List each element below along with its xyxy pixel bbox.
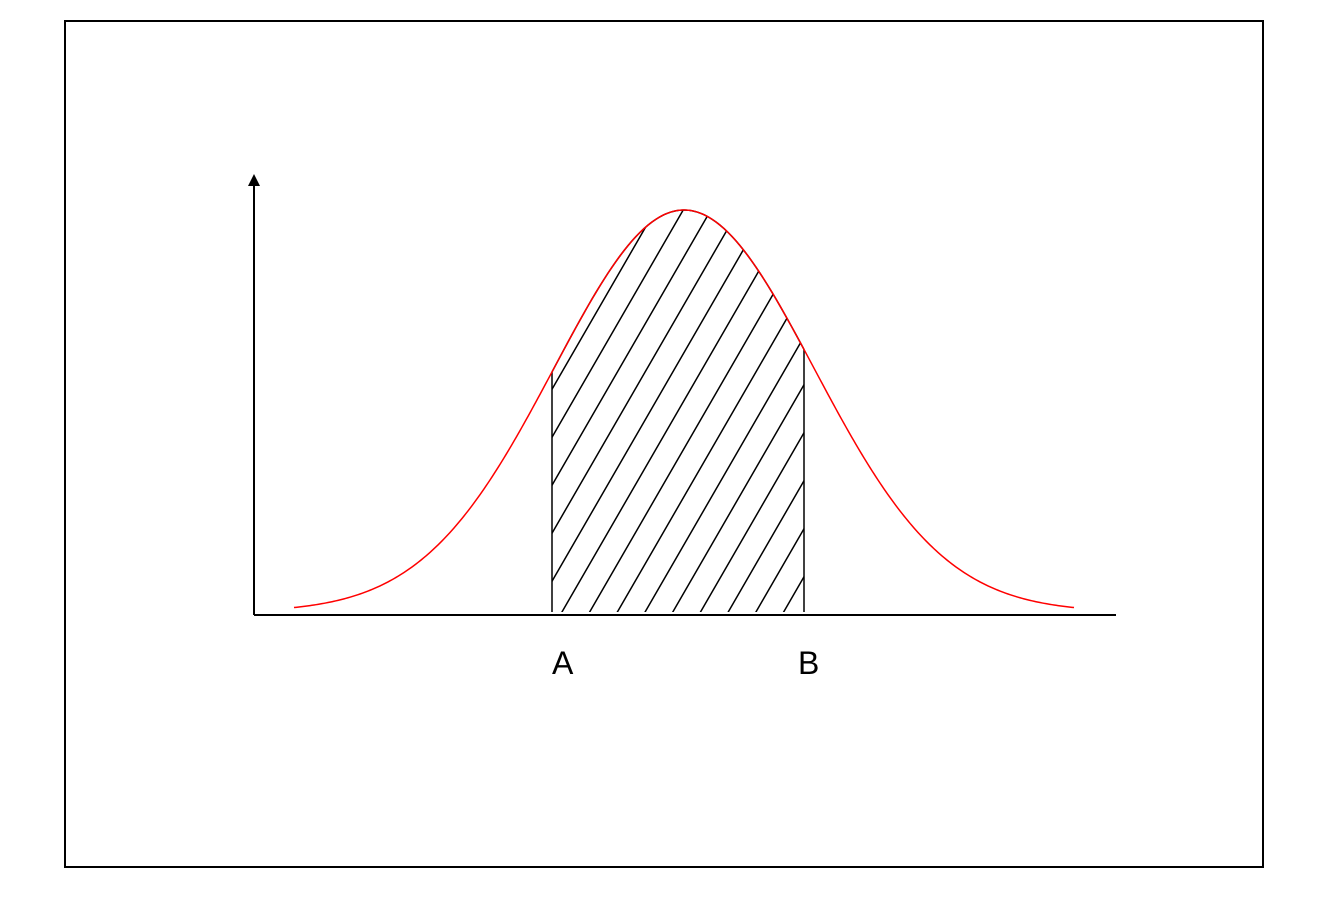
label-b: B	[798, 645, 819, 682]
label-a: A	[552, 645, 573, 682]
chart-svg	[64, 20, 1264, 868]
